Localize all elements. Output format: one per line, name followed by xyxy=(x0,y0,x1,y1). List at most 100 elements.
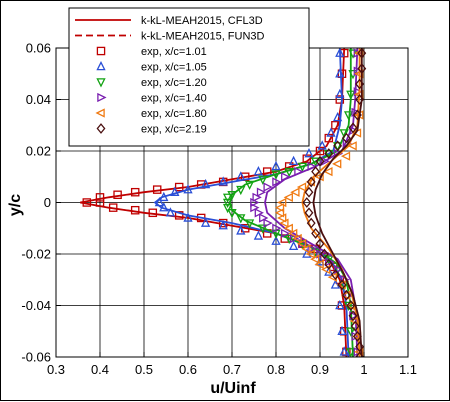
exp-point xyxy=(355,78,365,90)
exp-point xyxy=(288,228,298,239)
exp-point xyxy=(302,197,312,208)
exp-point xyxy=(337,279,347,291)
x-tick-label: 0.3 xyxy=(47,362,65,377)
legend-marker xyxy=(96,46,106,56)
exp-point xyxy=(296,182,307,192)
exp-point xyxy=(152,185,162,194)
legend-label: exp, x/c=1.40 xyxy=(141,93,207,105)
exp-point xyxy=(319,248,329,260)
exp-point xyxy=(324,148,334,160)
exp-point xyxy=(304,186,314,198)
legend-item: exp, x/c=1.05 xyxy=(96,60,207,74)
legend-marker xyxy=(96,123,106,134)
exp-point xyxy=(346,348,356,357)
exp-point xyxy=(277,213,287,223)
exp-point xyxy=(335,299,345,310)
exp-point xyxy=(263,218,273,228)
exp-point xyxy=(272,177,282,187)
exp-point xyxy=(350,320,360,332)
exp-point xyxy=(272,223,282,233)
exp-point xyxy=(159,202,169,212)
exp-point xyxy=(335,88,345,99)
exp-point xyxy=(236,171,246,181)
legend-marker xyxy=(96,78,106,88)
exp-point xyxy=(310,254,320,264)
exp-point xyxy=(307,161,317,172)
legend-marker xyxy=(95,108,105,118)
exp-point xyxy=(82,198,92,207)
exp-point xyxy=(284,167,294,178)
exp-point xyxy=(341,289,351,301)
exp-point xyxy=(333,264,344,275)
x-tick-label: 1.1 xyxy=(399,362,417,377)
y-tick-label: 0.02 xyxy=(26,144,51,159)
exp-point xyxy=(148,208,158,218)
legend-label: exp, x/c=2.19 xyxy=(141,124,207,136)
exp-point xyxy=(335,68,345,78)
exp-point xyxy=(305,249,315,259)
exp-point xyxy=(307,244,317,254)
exp-point xyxy=(335,95,345,104)
y-tick-label: 0.06 xyxy=(26,41,51,56)
exp-point xyxy=(222,198,233,209)
y-tick-label: 0 xyxy=(44,195,51,210)
exp-point xyxy=(227,191,237,201)
legend-label: exp, x/c=1.20 xyxy=(141,77,207,89)
exp-point xyxy=(253,166,264,176)
exp-point xyxy=(290,187,300,197)
exp-point xyxy=(343,111,354,121)
exp-point xyxy=(244,180,255,191)
x-axis-title: u/Uinf xyxy=(210,380,256,397)
exp-point xyxy=(183,212,193,222)
exp-point xyxy=(288,240,299,251)
legend-marker xyxy=(97,92,107,103)
exp-point xyxy=(252,192,262,203)
exp-point xyxy=(95,193,105,202)
legend-item: exp, x/c=1.40 xyxy=(97,92,207,105)
exp-point xyxy=(332,142,343,152)
exp-point xyxy=(306,217,316,229)
legend-label: k-kL-MEAH2015, FUN3D xyxy=(141,31,265,43)
exp-point xyxy=(218,220,228,230)
exp-point xyxy=(296,239,307,249)
exp-point xyxy=(332,159,342,169)
y-axis-title: y/c xyxy=(7,194,24,216)
exp-point xyxy=(277,197,287,208)
exp-point xyxy=(314,259,324,269)
exp-point xyxy=(159,191,169,202)
x-tick-label: 0.8 xyxy=(267,362,285,377)
exp-point xyxy=(324,255,334,265)
legend-item: exp, x/c=2.19 xyxy=(96,123,207,136)
exp-point xyxy=(183,184,193,194)
exp-point xyxy=(170,186,180,196)
exp-point xyxy=(355,341,365,353)
exp-point xyxy=(244,219,255,229)
exp-point xyxy=(320,156,330,166)
legend-item: exp, x/c=1.80 xyxy=(95,108,207,120)
exp-point xyxy=(236,225,246,235)
exp-point xyxy=(294,166,304,177)
exp-point xyxy=(355,94,365,105)
exp-point xyxy=(348,122,358,134)
x-tick-label: 0.5 xyxy=(135,362,153,377)
exp-point xyxy=(222,193,233,203)
legend-item: k-kL-MEAH2015, FUN3D xyxy=(75,31,265,43)
exp-point xyxy=(227,209,237,219)
exp-point xyxy=(271,170,281,180)
x-tick-label: 0.7 xyxy=(223,362,241,377)
series-layer xyxy=(80,48,367,357)
exp-point xyxy=(297,162,308,173)
exp-point xyxy=(357,63,367,75)
exp-point xyxy=(263,182,273,192)
exp-point xyxy=(340,151,351,161)
exp-point xyxy=(341,132,351,144)
exp-point xyxy=(108,203,118,212)
exp-point xyxy=(236,185,246,196)
legend-label: exp, x/c=1.80 xyxy=(141,108,207,120)
legend-item: exp, x/c=1.01 xyxy=(96,46,207,58)
exp-point xyxy=(218,176,228,186)
exp-point xyxy=(258,224,268,234)
exp-point xyxy=(346,300,356,311)
